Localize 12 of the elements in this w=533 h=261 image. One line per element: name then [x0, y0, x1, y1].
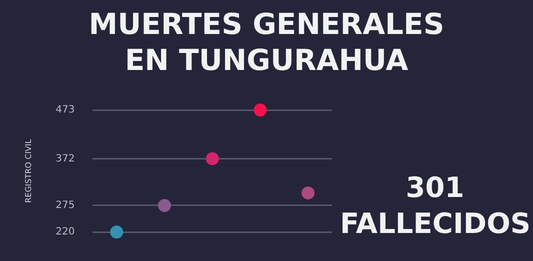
y-axis-title: REGISTRO CIVIL: [24, 138, 33, 203]
point: [158, 198, 171, 212]
text: 301 FALLECIDOS: [340, 170, 531, 242]
y-tick-label: 275: [56, 200, 75, 212]
y-tick-label: 220: [56, 226, 75, 238]
point: [206, 152, 219, 166]
point: [110, 226, 124, 238]
chart-title: MUERTES GENERALES EN TUNGURAHUA: [88, 6, 446, 78]
point: [302, 186, 315, 200]
y-tick-label: 473: [56, 104, 75, 116]
point: [254, 104, 267, 116]
y-tick-label: 372: [56, 153, 75, 164]
